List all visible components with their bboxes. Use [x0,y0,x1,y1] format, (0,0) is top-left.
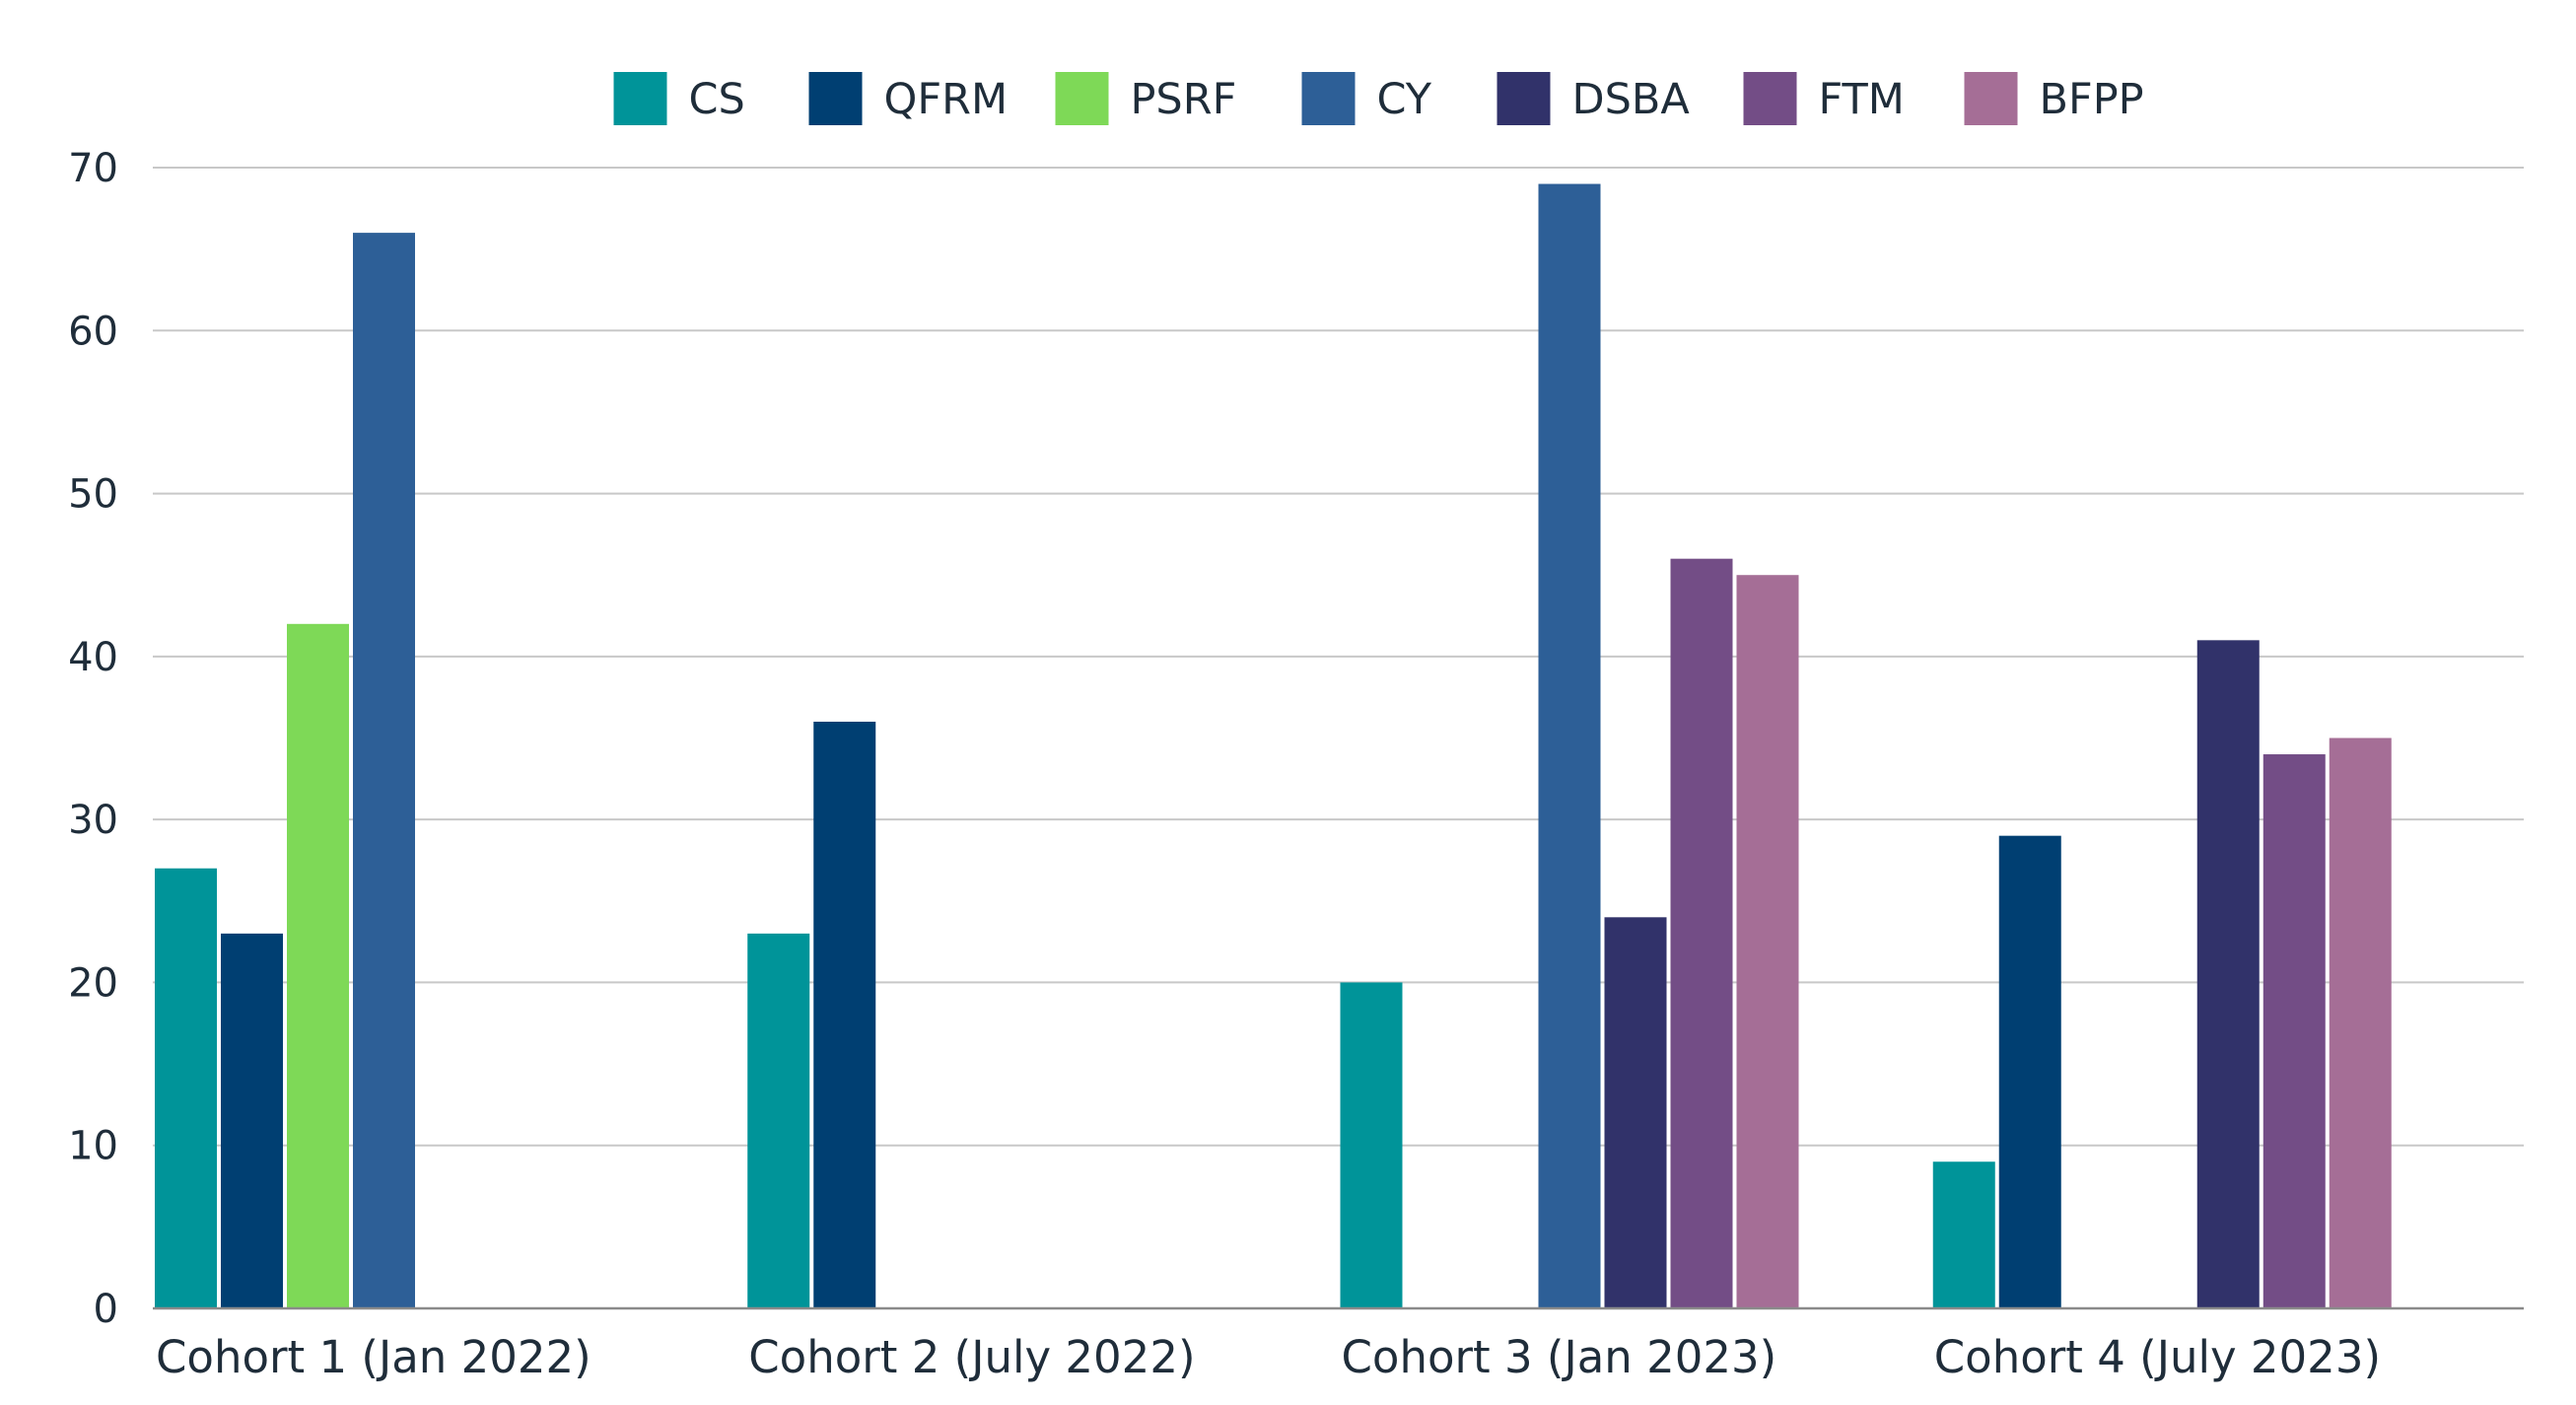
legend-label: FTM [1819,75,1905,124]
bar-cs-cohort-4 [1932,1161,1995,1308]
y-tick-label: 30 [68,798,118,843]
gridlines [153,167,2524,1147]
legend-item-cs: CS [613,72,745,125]
legend-label: CY [1377,75,1432,124]
legend-swatch [808,72,863,125]
legend-label: BFPP [2040,75,2144,124]
y-tick-label: 40 [68,635,118,680]
bar-psrf-cohort-1 [287,623,349,1308]
bar-qfrm-cohort-4 [1998,835,2061,1308]
bar-cy-cohort-3 [1538,183,1601,1308]
legend-label: PSRF [1131,75,1237,124]
bars [155,183,2392,1309]
bar-qfrm-cohort-2 [813,721,876,1308]
bar-ftm-cohort-4 [2263,754,2326,1308]
legend-item-dsba: DSBA [1497,72,1691,125]
legend-swatch [1055,72,1109,125]
x-tick-label: Cohort 3 (Jan 2023) [1342,1331,1777,1383]
bar-cy-cohort-1 [353,233,415,1309]
legend-swatch [1497,72,1551,125]
y-tick-label: 20 [68,960,118,1006]
bar-dsba-cohort-4 [2196,640,2260,1308]
x-tick-label: Cohort 2 (July 2022) [748,1331,1195,1383]
legend-item-cy: CY [1301,72,1432,125]
legend-swatch [1301,72,1356,125]
axes: 0 10 20 30 40 50 60 70 Cohort 1 (Jan 2022) Cohort… [68,146,2524,1383]
legend: CS QFRM PSRF CY DSBA FTM BFPP [613,72,2144,125]
bar-cs-cohort-2 [747,933,810,1308]
bar-cs-cohort-3 [1340,982,1403,1308]
bar-ftm-cohort-3 [1670,558,1733,1308]
legend-item-bfpp: BFPP [1964,72,2144,125]
bar-qfrm-cohort-1 [221,933,283,1308]
legend-label: DSBA [1572,75,1691,124]
bar-dsba-cohort-3 [1604,917,1667,1308]
x-tick-label: Cohort 1 (Jan 2022) [156,1331,592,1383]
legend-item-qfrm: QFRM [808,72,1009,125]
x-tick-label: Cohort 4 (July 2023) [1934,1331,2381,1383]
bar-bfpp-cohort-3 [1736,575,1799,1308]
y-tick-label: 10 [68,1124,118,1169]
legend-label: CS [689,75,745,124]
y-tick-label: 0 [94,1287,118,1332]
legend-item-ftm: FTM [1743,72,1905,125]
y-tick-label: 50 [68,472,118,518]
legend-swatch [1964,72,2018,125]
legend-swatch [1743,72,1797,125]
legend-label: QFRM [884,75,1009,124]
bar-cs-cohort-1 [155,868,217,1308]
legend-item-psrf: PSRF [1055,72,1237,125]
y-tick-label: 70 [68,146,118,191]
legend-swatch [613,72,667,125]
bar-bfpp-cohort-4 [2329,738,2392,1308]
y-tick-label: 60 [68,309,118,354]
